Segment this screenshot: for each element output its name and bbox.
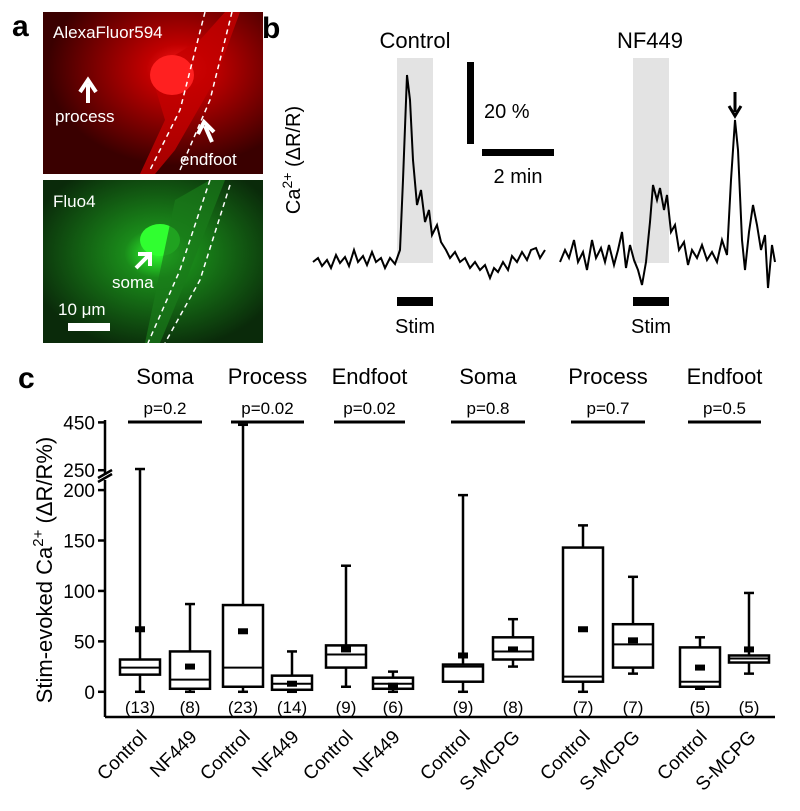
axis-break bbox=[97, 472, 113, 484]
trace-title: NF449 bbox=[617, 28, 683, 53]
y-tick-label: 250 bbox=[63, 461, 95, 482]
mean-marker bbox=[458, 652, 468, 659]
scale-label: 20 % bbox=[484, 101, 530, 123]
x-tick-label: NF449 bbox=[146, 727, 201, 782]
mean-marker bbox=[388, 682, 398, 689]
mean-marker bbox=[287, 680, 297, 687]
y-tick-label: 200 bbox=[63, 481, 95, 502]
mean-marker bbox=[135, 626, 145, 633]
scale-bar bbox=[482, 149, 554, 156]
box bbox=[270, 674, 314, 692]
image-title: Fluo4 bbox=[53, 192, 96, 211]
group-title: Soma bbox=[459, 364, 517, 389]
trace bbox=[312, 74, 546, 281]
stim-shade bbox=[633, 58, 669, 263]
stim-label: Stim bbox=[395, 316, 435, 338]
box bbox=[324, 644, 368, 669]
x-tick-label: NF449 bbox=[248, 727, 303, 782]
n-label: (5) bbox=[690, 698, 711, 717]
y-tick-label: 150 bbox=[63, 532, 95, 553]
x-tick-label: Control bbox=[196, 727, 254, 785]
x-tick-label: NF449 bbox=[349, 727, 404, 782]
panel-label: c bbox=[18, 362, 35, 395]
box bbox=[491, 636, 535, 661]
image-label: endfoot bbox=[180, 150, 237, 169]
n-label: (14) bbox=[277, 698, 307, 717]
group-title: Endfoot bbox=[687, 364, 763, 389]
n-label: (7) bbox=[623, 698, 644, 717]
y-axis-label: Ca2+ (ΔR/R) bbox=[279, 106, 305, 214]
scale-label: 2 min bbox=[494, 166, 543, 188]
n-label: (13) bbox=[125, 698, 155, 717]
arrow bbox=[727, 92, 743, 119]
p-value: p=0.02 bbox=[343, 399, 395, 418]
mean-marker bbox=[508, 646, 518, 653]
mean-marker bbox=[578, 626, 588, 633]
group-title: Soma bbox=[136, 364, 194, 389]
box bbox=[561, 546, 605, 683]
p-value: p=0.2 bbox=[143, 399, 186, 418]
n-label: (6) bbox=[383, 698, 404, 717]
p-value: p=0.02 bbox=[241, 399, 293, 418]
p-value: p=0.8 bbox=[466, 399, 509, 418]
group-title: Endfoot bbox=[332, 364, 408, 389]
image-label: process bbox=[55, 107, 115, 126]
n-label: (9) bbox=[336, 698, 357, 717]
mean-marker bbox=[185, 663, 195, 670]
y-tick-label: 100 bbox=[63, 582, 95, 603]
stim-bar bbox=[633, 297, 669, 306]
y-tick-label: 450 bbox=[63, 413, 95, 434]
n-label: (9) bbox=[453, 698, 474, 717]
p-value: p=0.5 bbox=[703, 399, 746, 418]
y-tick-label: 0 bbox=[84, 683, 95, 704]
mean-marker bbox=[341, 646, 351, 653]
y-tick-label: 50 bbox=[74, 632, 95, 653]
stim-shade bbox=[397, 58, 433, 263]
mean-marker bbox=[238, 628, 248, 635]
image-title: AlexaFluor594 bbox=[53, 23, 163, 42]
mean-marker bbox=[628, 637, 638, 644]
n-label: (23) bbox=[228, 698, 258, 717]
mean-marker bbox=[744, 646, 754, 653]
x-tick-label: Control bbox=[93, 727, 151, 785]
panel-label: a bbox=[12, 10, 29, 43]
stim-bar bbox=[397, 297, 433, 306]
axis-break bbox=[97, 468, 113, 480]
box bbox=[678, 646, 722, 688]
n-label: (7) bbox=[573, 698, 594, 717]
panel-label: b bbox=[262, 12, 280, 45]
mean-marker bbox=[695, 664, 705, 671]
n-label: (8) bbox=[180, 698, 201, 717]
scale-label: 10 μm bbox=[58, 300, 106, 319]
stim-label: Stim bbox=[631, 316, 671, 338]
n-label: (8) bbox=[503, 698, 524, 717]
group-title: Process bbox=[568, 364, 647, 389]
box bbox=[611, 622, 655, 669]
trace-title: Control bbox=[380, 28, 451, 53]
box bbox=[168, 650, 212, 691]
image-red bbox=[43, 11, 263, 174]
scale-bar bbox=[467, 62, 474, 144]
x-tick-label: Control bbox=[299, 727, 357, 785]
box bbox=[441, 663, 485, 683]
trace bbox=[559, 119, 776, 289]
n-label: (5) bbox=[739, 698, 760, 717]
image-green bbox=[43, 179, 263, 344]
image-label: soma bbox=[112, 273, 154, 292]
group-title: Process bbox=[228, 364, 307, 389]
p-value: p=0.7 bbox=[586, 399, 629, 418]
y-axis-label: Stim-evoked Ca2+ (ΔR/R%) bbox=[30, 437, 57, 704]
box bbox=[221, 603, 265, 688]
